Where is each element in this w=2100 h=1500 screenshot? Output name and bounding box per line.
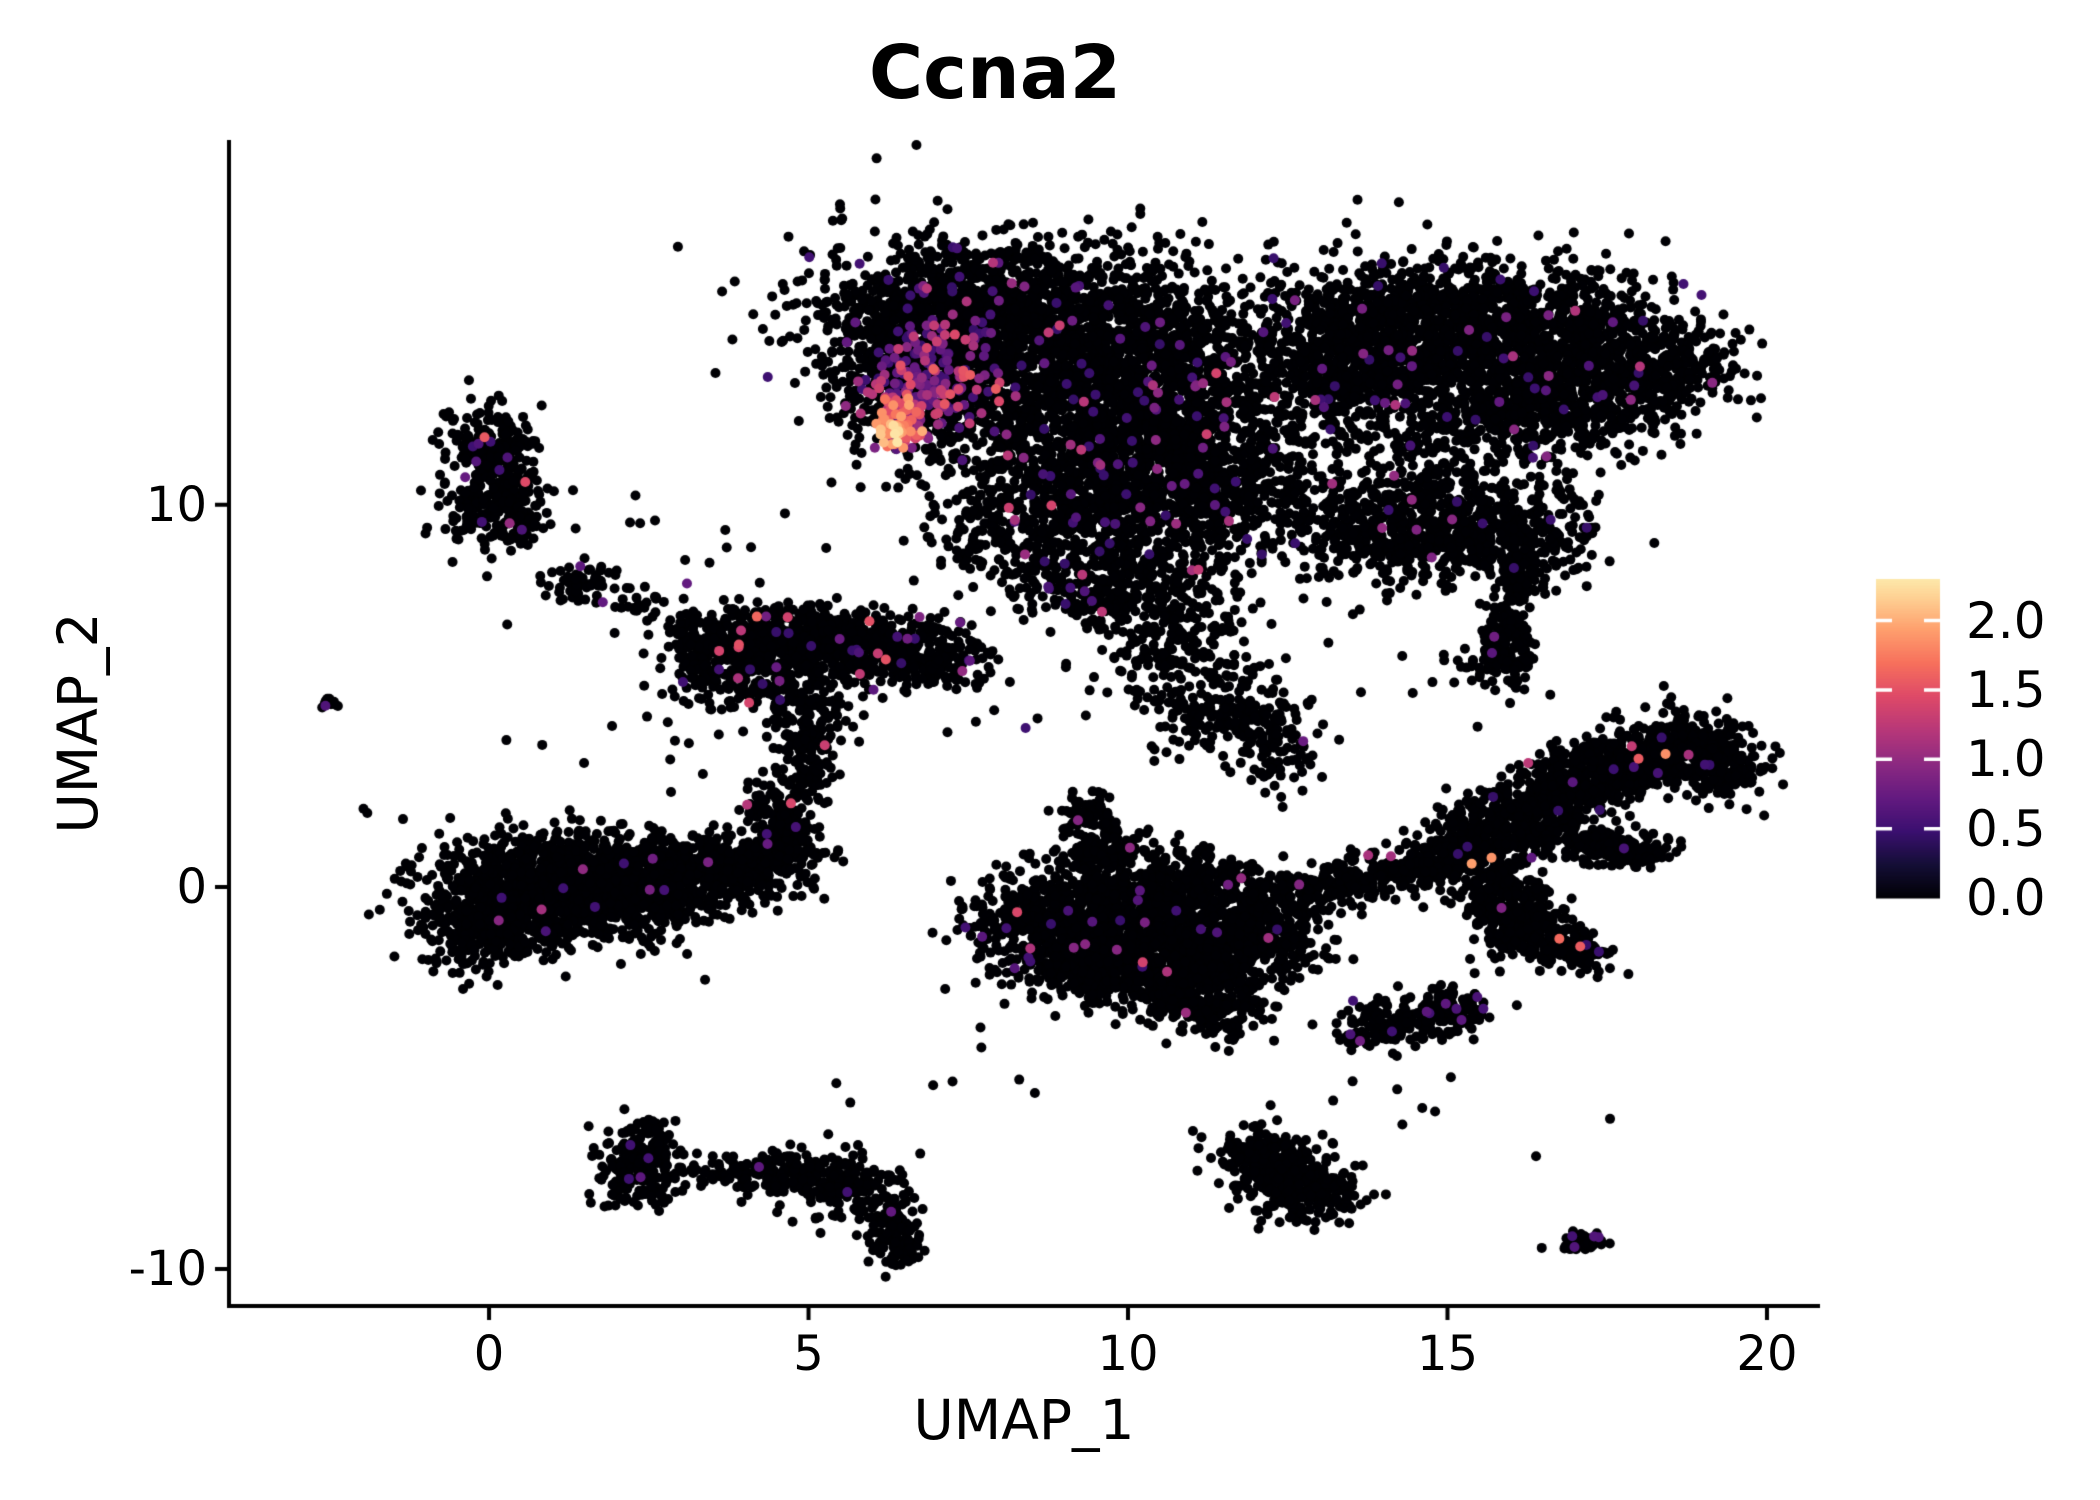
- colorbar-tick-label: 0.0: [1966, 869, 2046, 927]
- x-tick-label: 15: [1416, 1326, 1479, 1382]
- colorbar-tick-label: 1.0: [1966, 730, 2046, 789]
- y-tick-label: -10: [128, 1240, 207, 1297]
- plot-title: Ccna2: [868, 30, 1122, 116]
- x-tick-label: 0: [473, 1326, 505, 1382]
- y-tick-label: 0: [176, 858, 207, 915]
- x-tick-label: 5: [793, 1326, 824, 1382]
- y-tick-label: 10: [145, 476, 207, 533]
- colorbar-tick-label: 2.0: [1966, 591, 2046, 650]
- x-axis-title: UMAP_1: [913, 1388, 1135, 1452]
- y-axis-title: UMAP_2: [46, 612, 110, 834]
- colorbar-tick-label: 1.5: [1966, 660, 2046, 719]
- x-tick-label: 10: [1097, 1326, 1159, 1382]
- colorbar-tick-label: 0.5: [1966, 799, 2046, 858]
- x-tick-label: 20: [1736, 1326, 1798, 1382]
